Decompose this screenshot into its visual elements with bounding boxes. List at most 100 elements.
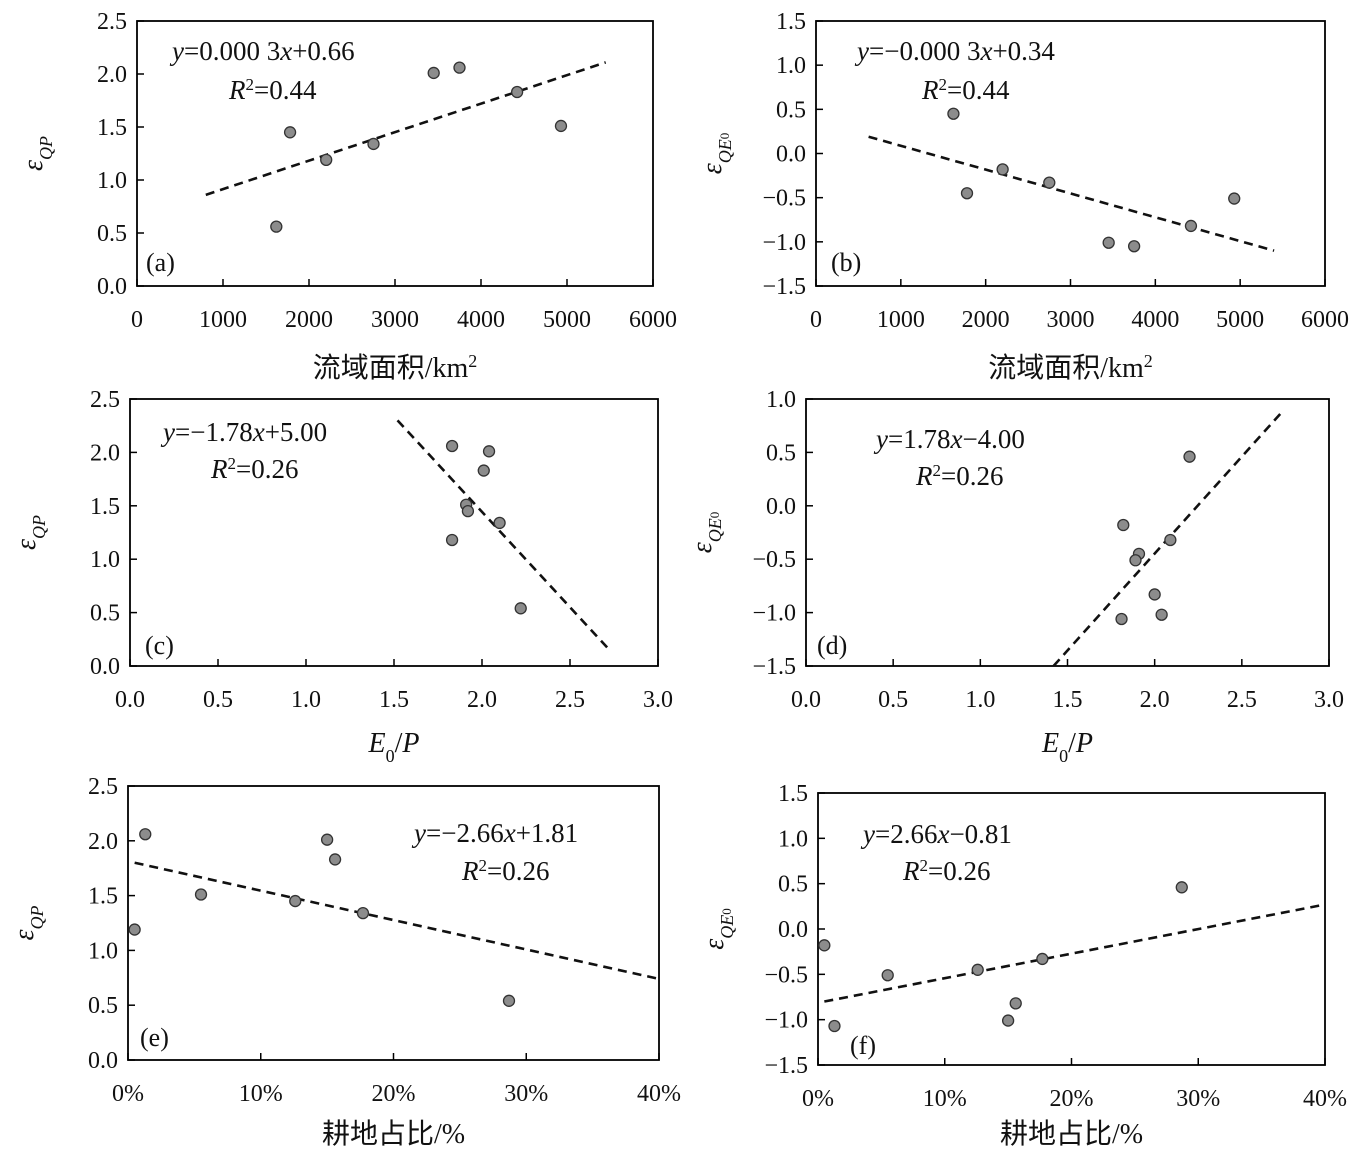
chart-panel-e: 0.0 0.5 1.0 1.5 2.0 2.5 0% 10% 20% 30% 40% y=−2.66x…: [9, 774, 681, 1150]
x-tick-label: 2000: [962, 307, 1010, 333]
x-tick-label: 0: [131, 307, 143, 333]
regression-equation: y=2.66x−0.81: [860, 819, 1012, 849]
r-squared-label: R2=0.26: [915, 461, 1003, 492]
chart-panel-f: −1.5 −1.0 −0.5 0.0 0.5 1.0 1.5 0% 10% 20% 30% 40% y=…: [699, 781, 1347, 1150]
data-point: [477, 464, 490, 477]
data-point: [367, 137, 380, 151]
data-point: [445, 533, 459, 547]
y-tick-label: −1.0: [752, 601, 796, 627]
y-tick-label: 1.5: [88, 884, 118, 910]
data-point: [482, 445, 496, 458]
data-point: [1148, 588, 1161, 601]
x-tick-label: 0: [810, 307, 822, 333]
panel-label: (b): [831, 248, 861, 277]
y-tick-label: −1.0: [764, 1008, 808, 1034]
x-axis-title: 流域面积/km2: [313, 351, 478, 384]
panel-label: (a): [146, 248, 175, 277]
x-tick-label: 1.5: [379, 687, 409, 713]
data-point: [453, 61, 466, 74]
data-point: [1184, 219, 1198, 233]
y-tick-label: −1.5: [764, 1053, 808, 1079]
trend-line: [134, 861, 659, 981]
data-point: [554, 119, 568, 133]
data-point: [1155, 608, 1168, 621]
data-point: [828, 1019, 841, 1033]
x-tick-label: 0.0: [791, 687, 821, 713]
x-tick-label: 30%: [1176, 1086, 1220, 1112]
trend-line: [824, 903, 1325, 1003]
x-tick-label: 0.5: [878, 687, 908, 713]
chart-panel-a: 0.0 0.5 1.0 1.5 2.0 2.5 0 1000 2000 3000 4000 5000 6…: [18, 9, 677, 384]
y-tick-label: −1.5: [762, 274, 806, 300]
regression-equation: y=−0.000 3x+0.34: [854, 36, 1055, 66]
plot-frame: [127, 785, 660, 1061]
data-point: [1117, 518, 1130, 532]
y-tick-label: 0.0: [766, 494, 796, 520]
r-squared-label: R2=0.44: [228, 75, 317, 106]
x-tick-label: 3.0: [643, 687, 673, 713]
x-tick-label: 4000: [457, 307, 505, 333]
y-axis-title: εQE0: [687, 512, 725, 554]
data-point: [510, 85, 524, 99]
y-axis-title: εQP: [9, 905, 47, 940]
data-point: [270, 220, 283, 233]
y-tick-label: 1.0: [766, 387, 796, 413]
y-tick-label: 1.0: [776, 53, 806, 79]
y-axis-title: εQP: [11, 515, 49, 550]
x-axis-title: 耕地占比/%: [322, 1118, 465, 1150]
data-point: [1129, 554, 1142, 567]
x-tick-label: 2.0: [467, 687, 497, 713]
data-point: [427, 66, 440, 80]
regression-equation: y=−2.66x+1.81: [411, 818, 578, 848]
data-point: [493, 516, 506, 530]
x-tick-label: 1.5: [1053, 687, 1083, 713]
y-tick-label: 1.5: [776, 9, 806, 35]
y-tick-label: 2.5: [88, 774, 118, 800]
x-tick-label: 10%: [239, 1081, 283, 1107]
data-point: [960, 187, 974, 200]
data-point: [128, 923, 141, 936]
panel-label: (e): [140, 1023, 169, 1052]
x-tick-label: 30%: [504, 1081, 548, 1107]
data-point: [289, 894, 302, 908]
x-tick-label: 10%: [923, 1086, 967, 1112]
x-tick-label: 3000: [371, 307, 419, 333]
chart-panel-c: 0.0 0.5 1.0 1.5 2.0 2.5 0.0 0.5 1.0 1.5 2.0 2.5 3.0 y…: [11, 387, 673, 766]
r-squared-label: R2=0.26: [210, 454, 298, 485]
x-axis-title: E0/P: [1041, 728, 1093, 766]
y-tick-label: 2.0: [97, 62, 127, 88]
data-point: [502, 994, 516, 1007]
data-point: [461, 504, 475, 518]
y-tick-label: 1.5: [778, 781, 808, 807]
data-point: [1164, 533, 1177, 547]
chart-panel-d: −1.5 −1.0 −0.5 0.0 0.5 1.0 0.0 0.5 1.0 1.5 2.0 2.5 3…: [687, 387, 1344, 766]
y-tick-label: 0.0: [97, 274, 127, 300]
data-point: [445, 439, 459, 453]
y-tick-label: −0.5: [762, 186, 806, 212]
regression-equation: y=−1.78x+5.00: [160, 417, 327, 447]
regression-equation: y=1.78x−4.00: [873, 424, 1025, 454]
y-tick-label: 1.0: [90, 547, 120, 573]
x-tick-label: 40%: [1303, 1086, 1347, 1112]
data-point: [320, 153, 333, 167]
x-axis-title: 耕地占比/%: [1000, 1118, 1143, 1150]
x-tick-label: 2.5: [1227, 687, 1257, 713]
x-tick-label: 6000: [1301, 307, 1349, 333]
r-squared-label: R2=0.26: [902, 856, 990, 887]
r-squared-label: R2=0.26: [461, 856, 549, 887]
data-point: [996, 163, 1009, 176]
data-point: [1115, 612, 1128, 626]
panel-label: (f): [850, 1031, 876, 1060]
data-point: [283, 126, 297, 139]
data-point: [1009, 997, 1022, 1010]
data-point: [818, 939, 831, 952]
data-point: [1102, 236, 1115, 249]
y-tick-label: 0.5: [776, 97, 806, 123]
x-tick-label: 20%: [1050, 1086, 1094, 1112]
y-tick-label: 0.0: [776, 142, 806, 168]
y-tick-label: 0.5: [88, 993, 118, 1019]
chart-panel-b: −1.5 −1.0 −0.5 0.0 0.5 1.0 1.5 0 1000 2000 3000 400…: [697, 9, 1349, 384]
x-axis-title: E0/P: [368, 728, 420, 766]
r-squared-label: R2=0.44: [921, 75, 1010, 106]
y-tick-label: 0.5: [90, 601, 120, 627]
